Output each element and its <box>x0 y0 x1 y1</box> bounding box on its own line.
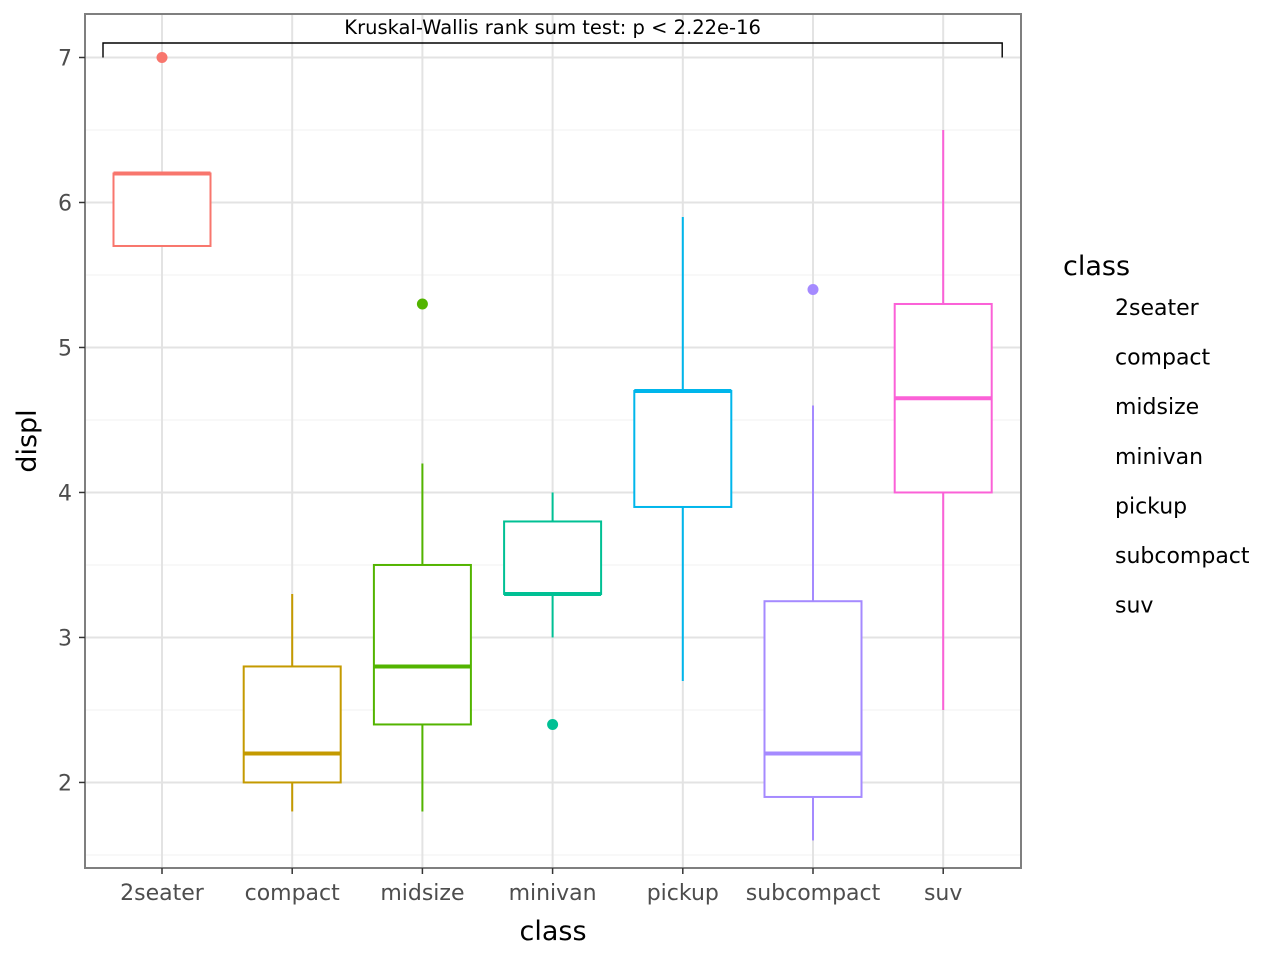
major-gridlines <box>85 14 1021 868</box>
kruskal-wallis-annotation: Kruskal-Wallis rank sum test: p < 2.22e-… <box>344 16 761 39</box>
box-body <box>633 389 733 508</box>
outlier-point <box>547 718 559 730</box>
legend-key <box>1063 584 1103 625</box>
legend-item-2seater: 2seater <box>1063 287 1200 327</box>
box-body <box>503 520 603 595</box>
legend-item-pickup: pickup <box>1063 485 1187 526</box>
box-2seater <box>112 51 212 247</box>
x-tick-label: 2seater <box>120 881 205 906</box>
y-tick-label: 6 <box>58 191 72 216</box>
box-body <box>242 665 342 784</box>
legend-item-minivan: minivan <box>1063 435 1203 476</box>
legend-item-midsize: midsize <box>1063 386 1199 427</box>
x-tick-label: subcompact <box>746 881 881 906</box>
legend: class 2seater compact midsize minivan pickup… <box>1063 251 1250 625</box>
y-tick-label: 7 <box>58 46 72 71</box>
x-tick-label: pickup <box>647 881 719 906</box>
legend-label: pickup <box>1115 494 1187 519</box>
x-tick-label: midsize <box>380 881 464 906</box>
box-subcompact <box>763 283 863 841</box>
legend-item-compact: compact <box>1063 336 1211 377</box>
legend-key <box>1063 287 1103 327</box>
legend-key <box>1063 535 1103 575</box>
legend-key <box>1063 435 1103 476</box>
legend-key <box>1063 485 1103 526</box>
x-axis: 2seater compact midsize minivan pickup subcom… <box>120 868 962 906</box>
box-body <box>763 600 863 798</box>
legend-label: subcompact <box>1115 544 1250 569</box>
box-body <box>372 563 472 726</box>
outlier-point <box>807 283 819 295</box>
box-series <box>112 51 993 841</box>
x-axis-title: class <box>519 916 586 947</box>
outlier-point <box>416 298 428 310</box>
legend-label: compact <box>1115 346 1211 371</box>
legend-title: class <box>1063 251 1130 282</box>
legend-item-suv: suv <box>1063 584 1153 625</box>
outlier-point <box>156 51 168 63</box>
legend-key <box>1063 386 1103 427</box>
x-tick-label: suv <box>924 881 962 906</box>
y-axis-title: displ <box>12 409 43 472</box>
y-tick-label: 5 <box>58 336 72 361</box>
legend-item-subcompact: subcompact <box>1063 535 1250 575</box>
box-compact <box>242 593 342 812</box>
box-minivan <box>503 492 603 730</box>
legend-items: 2seater compact midsize minivan pickup subcom… <box>1063 287 1250 625</box>
box-pickup <box>633 216 733 681</box>
annotation-layer: Kruskal-Wallis rank sum test: p < 2.22e-… <box>102 16 1003 58</box>
legend-key <box>1063 336 1103 377</box>
legend-label: 2seater <box>1115 296 1200 321</box>
y-tick-label: 4 <box>58 481 72 506</box>
box-midsize <box>372 298 472 812</box>
box-suv <box>893 129 993 710</box>
y-tick-label: 3 <box>58 626 72 651</box>
legend-label: minivan <box>1115 445 1203 470</box>
box-body <box>112 172 212 247</box>
legend-label: suv <box>1115 594 1153 619</box>
legend-label: midsize <box>1115 395 1199 420</box>
x-tick-label: compact <box>245 881 341 906</box>
y-axis: 2 3 4 5 6 7 <box>58 46 85 796</box>
x-tick-label: minivan <box>509 881 597 906</box>
significance-bracket <box>102 42 1003 58</box>
y-tick-label: 2 <box>58 771 72 796</box>
